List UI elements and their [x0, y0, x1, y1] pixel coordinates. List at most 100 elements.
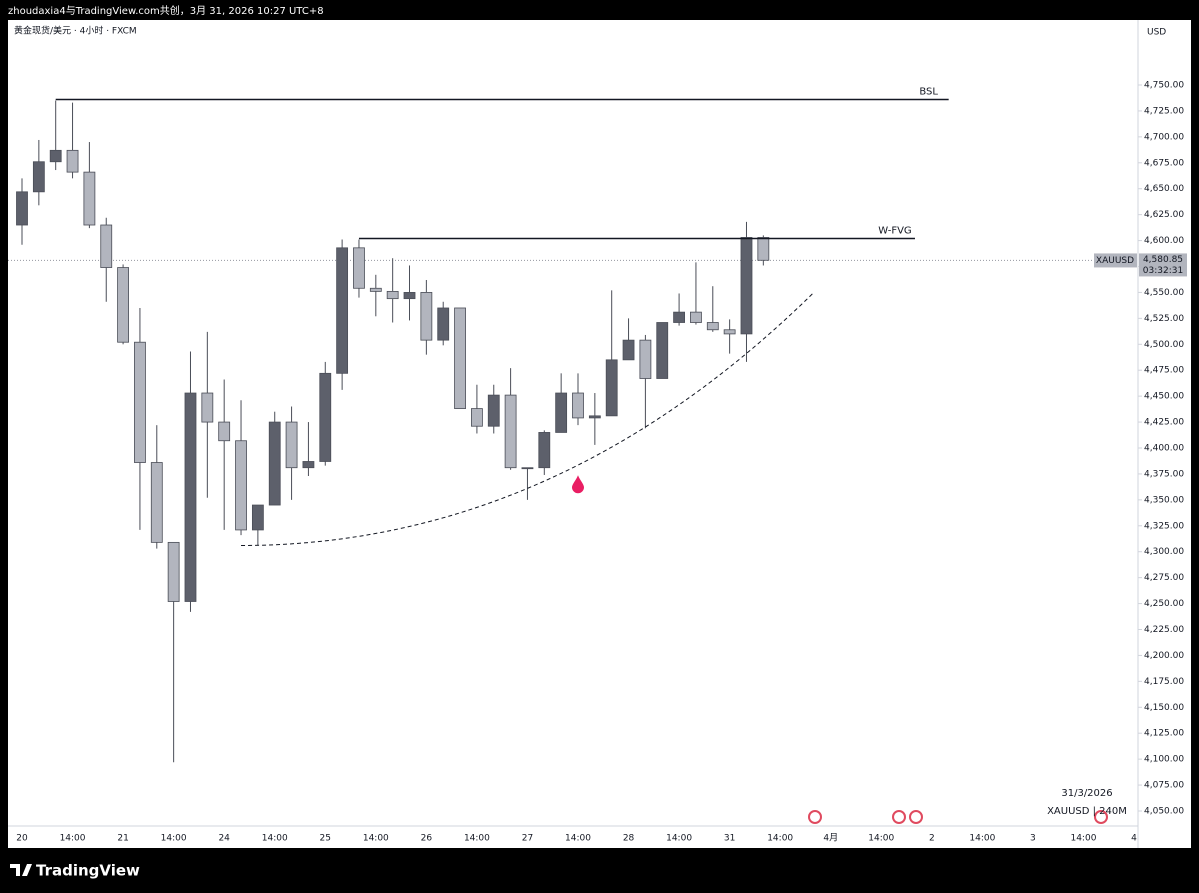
x-tick-label: 14:00 [161, 834, 187, 844]
header: zhoudaxia4与TradingView.com共创，3月 31, 2026… [8, 4, 324, 17]
x-tick-label: 14:00 [262, 834, 288, 844]
candle-body [218, 421, 231, 442]
x-tick-label: 27 [522, 834, 533, 844]
y-tick-label: 4,275.00 [1144, 573, 1184, 583]
candle-body [150, 462, 163, 543]
y-tick-label: 4,400.00 [1144, 444, 1184, 454]
event-icon [909, 810, 923, 824]
candle-body [134, 341, 146, 463]
candle-body [302, 461, 315, 469]
x-tick-label: 14:00 [464, 834, 490, 844]
y-tick-label: 4,300.00 [1144, 547, 1184, 557]
y-tick-label: 4,500.00 [1144, 340, 1184, 350]
x-tick-label: 14:00 [565, 834, 591, 844]
candle-body [403, 292, 416, 300]
candle-body [588, 415, 601, 419]
candle-body [555, 392, 568, 433]
y-tick-label: 4,325.00 [1144, 521, 1184, 531]
x-tick-label: 26 [421, 834, 433, 844]
candle-body [639, 339, 652, 379]
candle-body [521, 467, 534, 470]
candle-body [167, 541, 180, 602]
x-tick-label: 3 [1030, 834, 1036, 844]
candle-body [723, 329, 736, 335]
symbol-tag-label: XAUUSD [1096, 256, 1134, 266]
y-tick-label: 4,550.00 [1144, 288, 1184, 298]
y-tick-label: 4,700.00 [1144, 132, 1184, 142]
x-tick-label: 24 [218, 834, 230, 844]
symbol-tag [1094, 253, 1137, 268]
event-icons [808, 810, 1108, 824]
trend-curve [241, 292, 815, 546]
level-label: W-FVG [878, 225, 911, 236]
candle-body [251, 504, 264, 531]
candle-body [66, 149, 79, 173]
price-tag-label: 4,580.85 [1143, 255, 1183, 265]
candle-body [201, 392, 214, 423]
y-tick-label: 4,350.00 [1144, 495, 1184, 505]
candle-body [673, 311, 685, 323]
candle-body [605, 359, 618, 417]
y-tick-label: 4,650.00 [1144, 184, 1184, 194]
candle-body [471, 408, 483, 427]
x-tick-label: 14:00 [868, 834, 894, 844]
candle-body [83, 171, 96, 226]
x-tick-label: 21 [117, 834, 128, 844]
x-tick-label: 14:00 [363, 834, 389, 844]
logo: TradingView [10, 862, 140, 880]
level-label: BSL [919, 87, 938, 98]
candle-body [235, 440, 247, 531]
candle-body [487, 394, 500, 427]
y-tick-label: 4,750.00 [1144, 81, 1184, 91]
x-tick-label: 4 [1131, 834, 1137, 844]
event-icon [808, 810, 822, 824]
candle-body [16, 191, 28, 226]
candle-body [706, 322, 719, 331]
footer-brand: TradingView [36, 862, 140, 880]
x-tick-label: 14:00 [767, 834, 793, 844]
x-tick-label: 14:00 [60, 834, 86, 844]
event-icon [892, 810, 906, 824]
y-tick-label: 4,100.00 [1144, 755, 1184, 765]
chart-panel [8, 20, 1191, 848]
y-tick-label: 4,175.00 [1144, 677, 1184, 687]
candle-body [336, 247, 349, 374]
candle-body [757, 237, 770, 261]
candle-body [740, 237, 753, 335]
candle-body [319, 372, 332, 462]
y-tick-label: 4,525.00 [1144, 314, 1184, 324]
currency: USD [1147, 28, 1166, 38]
y-tick-label: 4,125.00 [1144, 729, 1184, 739]
x-tick-label: 14:00 [1070, 834, 1096, 844]
candle-body [572, 392, 584, 419]
candle-body [184, 392, 197, 602]
y-tick-label: 4,425.00 [1144, 418, 1184, 428]
info-label: 31/3/2026 [1061, 788, 1112, 799]
y-tick-label: 4,250.00 [1144, 599, 1184, 609]
chart-title: 黄金现货/美元 · 4小时 · FXCM [14, 25, 137, 37]
y-tick-label: 4,375.00 [1144, 469, 1184, 479]
candle-body [369, 287, 382, 292]
event-icon [1094, 810, 1108, 824]
y-tick-label: 4,200.00 [1144, 651, 1184, 661]
y-tick-label: 4,450.00 [1144, 392, 1184, 402]
candle-body [454, 307, 466, 409]
drop-marker [572, 475, 584, 494]
candle-body [622, 339, 635, 361]
info-label: XAUUSD | 240M [1047, 806, 1127, 817]
candle-body [353, 247, 365, 289]
candle-body [268, 421, 281, 506]
y-tick-label: 4,600.00 [1144, 236, 1184, 246]
y-tick-label: 4,625.00 [1144, 210, 1184, 220]
x-tick-label: 28 [623, 834, 635, 844]
y-tick-label: 4,075.00 [1144, 781, 1184, 791]
candle-body [117, 267, 129, 343]
price-tag [1139, 253, 1187, 277]
x-tick-label: 31 [724, 834, 735, 844]
candle-body [437, 307, 450, 341]
y-tick-label: 4,675.00 [1144, 158, 1184, 168]
countdown-label: 03:32:31 [1143, 266, 1183, 276]
x-tick-label: 14:00 [666, 834, 692, 844]
